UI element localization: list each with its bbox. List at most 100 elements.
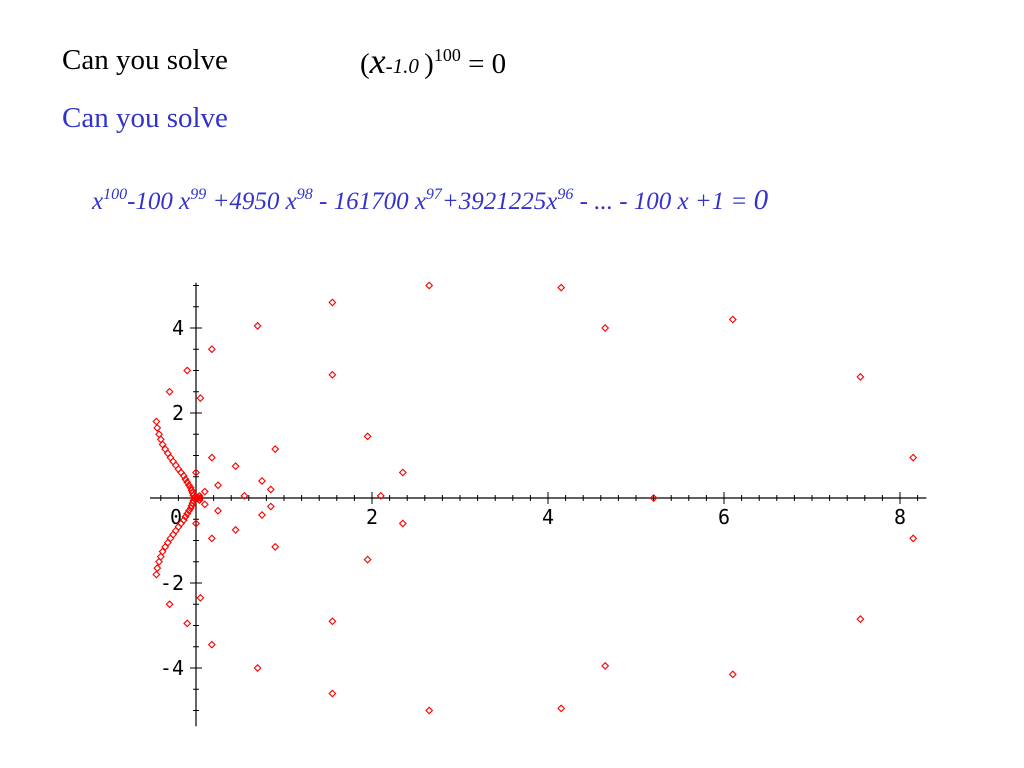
y-tick-label: -2 [160,571,184,595]
data-point [258,477,266,485]
data-point [856,372,865,381]
poly-rhs: 0 [753,184,769,216]
data-point [158,547,167,556]
data-point [207,534,216,543]
data-point [328,370,337,379]
data-point [196,394,205,403]
data-point [728,670,737,679]
data-point [183,509,192,518]
data-point [152,417,161,426]
x-tick-label: 6 [718,505,730,529]
data-point [192,468,200,477]
data-point [328,689,337,698]
data-point [184,481,193,490]
poly-exp-1: 100 [103,186,128,203]
axes: 0 2 4 6 8-4-224 [150,282,927,727]
poly-term-1: x [92,188,104,215]
data-point [196,494,205,502]
data-point [153,564,162,573]
x-tick-label: 4 [542,505,554,529]
data-point [253,321,262,330]
data-point [398,468,407,477]
data-point [728,315,737,324]
data-point [195,496,204,505]
data-point [155,557,164,566]
data-point [200,487,209,496]
data-point [253,664,262,672]
data-point [266,502,275,511]
data-point [181,512,190,521]
data-point [909,534,918,543]
y-tick-label: 4 [172,316,184,340]
data-point [425,281,434,290]
eq-exponent: 100 [433,45,461,65]
data-point [240,491,249,500]
data-point [557,283,566,292]
data-point [179,471,188,480]
poly-tail: - ... - 100 x +1 = [573,188,754,215]
data-point [231,462,240,471]
data-point [328,617,337,626]
data-point [231,525,240,534]
poly-term-3: +4950 x [206,188,297,215]
eq-rhs: = 0 [460,48,507,80]
poly-exp-4: 97 [425,186,442,203]
poly-exp-3: 98 [296,186,313,203]
eq-shift: -1.0 [385,54,425,78]
data-point [376,491,385,500]
heading-equation: (x-1.0 )100 = 0 [360,40,506,82]
heading-line: Can you solve (x-1.0 )100 = 0 [62,41,506,81]
poly-exp-5: 96 [557,186,574,203]
data-point [163,449,172,458]
polynomial-equation: x100-100 x99 +4950 x98 - 161700 x97+3921… [92,184,768,217]
data-point [258,511,266,519]
data-point [214,481,222,490]
data-point [183,619,192,628]
poly-term-4: - 161700 x [312,188,426,215]
data-point [195,491,204,500]
data-point [192,519,200,528]
data-point [181,475,190,484]
data-point [163,538,172,547]
data-point [166,453,175,462]
data-point [909,453,918,462]
poly-term-5: +3921225x [441,188,558,215]
data-point [207,640,216,649]
data-point [557,704,566,713]
data-point [169,530,178,539]
eq-variable: x [369,41,386,81]
data-point [856,615,865,624]
data-point [165,387,174,396]
data-point [271,445,280,454]
eq-open-paren: ( [360,48,370,80]
y-tick-label: 2 [172,401,184,425]
data-point [398,519,407,528]
poly-term-2: -100 x [127,188,191,215]
data-point [152,570,161,579]
data-point [196,593,205,602]
data-point [171,461,180,470]
x-tick-label: 8 [894,505,906,529]
data-point [184,506,193,515]
data-point [601,324,610,332]
heading-prompt: Can you solve [62,44,228,76]
data-point [153,423,162,432]
data-point [601,661,610,670]
x-tick-label: 2 [366,505,378,529]
subheading: Can you solve [62,102,228,134]
data-point [183,366,192,375]
eq-close-paren: ) [424,48,434,80]
data-point [266,485,275,494]
data-point [214,506,222,515]
poly-exp-2: 99 [190,186,207,203]
data-point [158,440,167,449]
data-point [363,432,372,441]
data-point [165,600,174,609]
points-layer [152,281,918,715]
data-point [425,706,434,715]
data-point [328,298,337,307]
data-point [207,345,216,354]
data-point [363,555,372,564]
data-point [207,453,216,462]
